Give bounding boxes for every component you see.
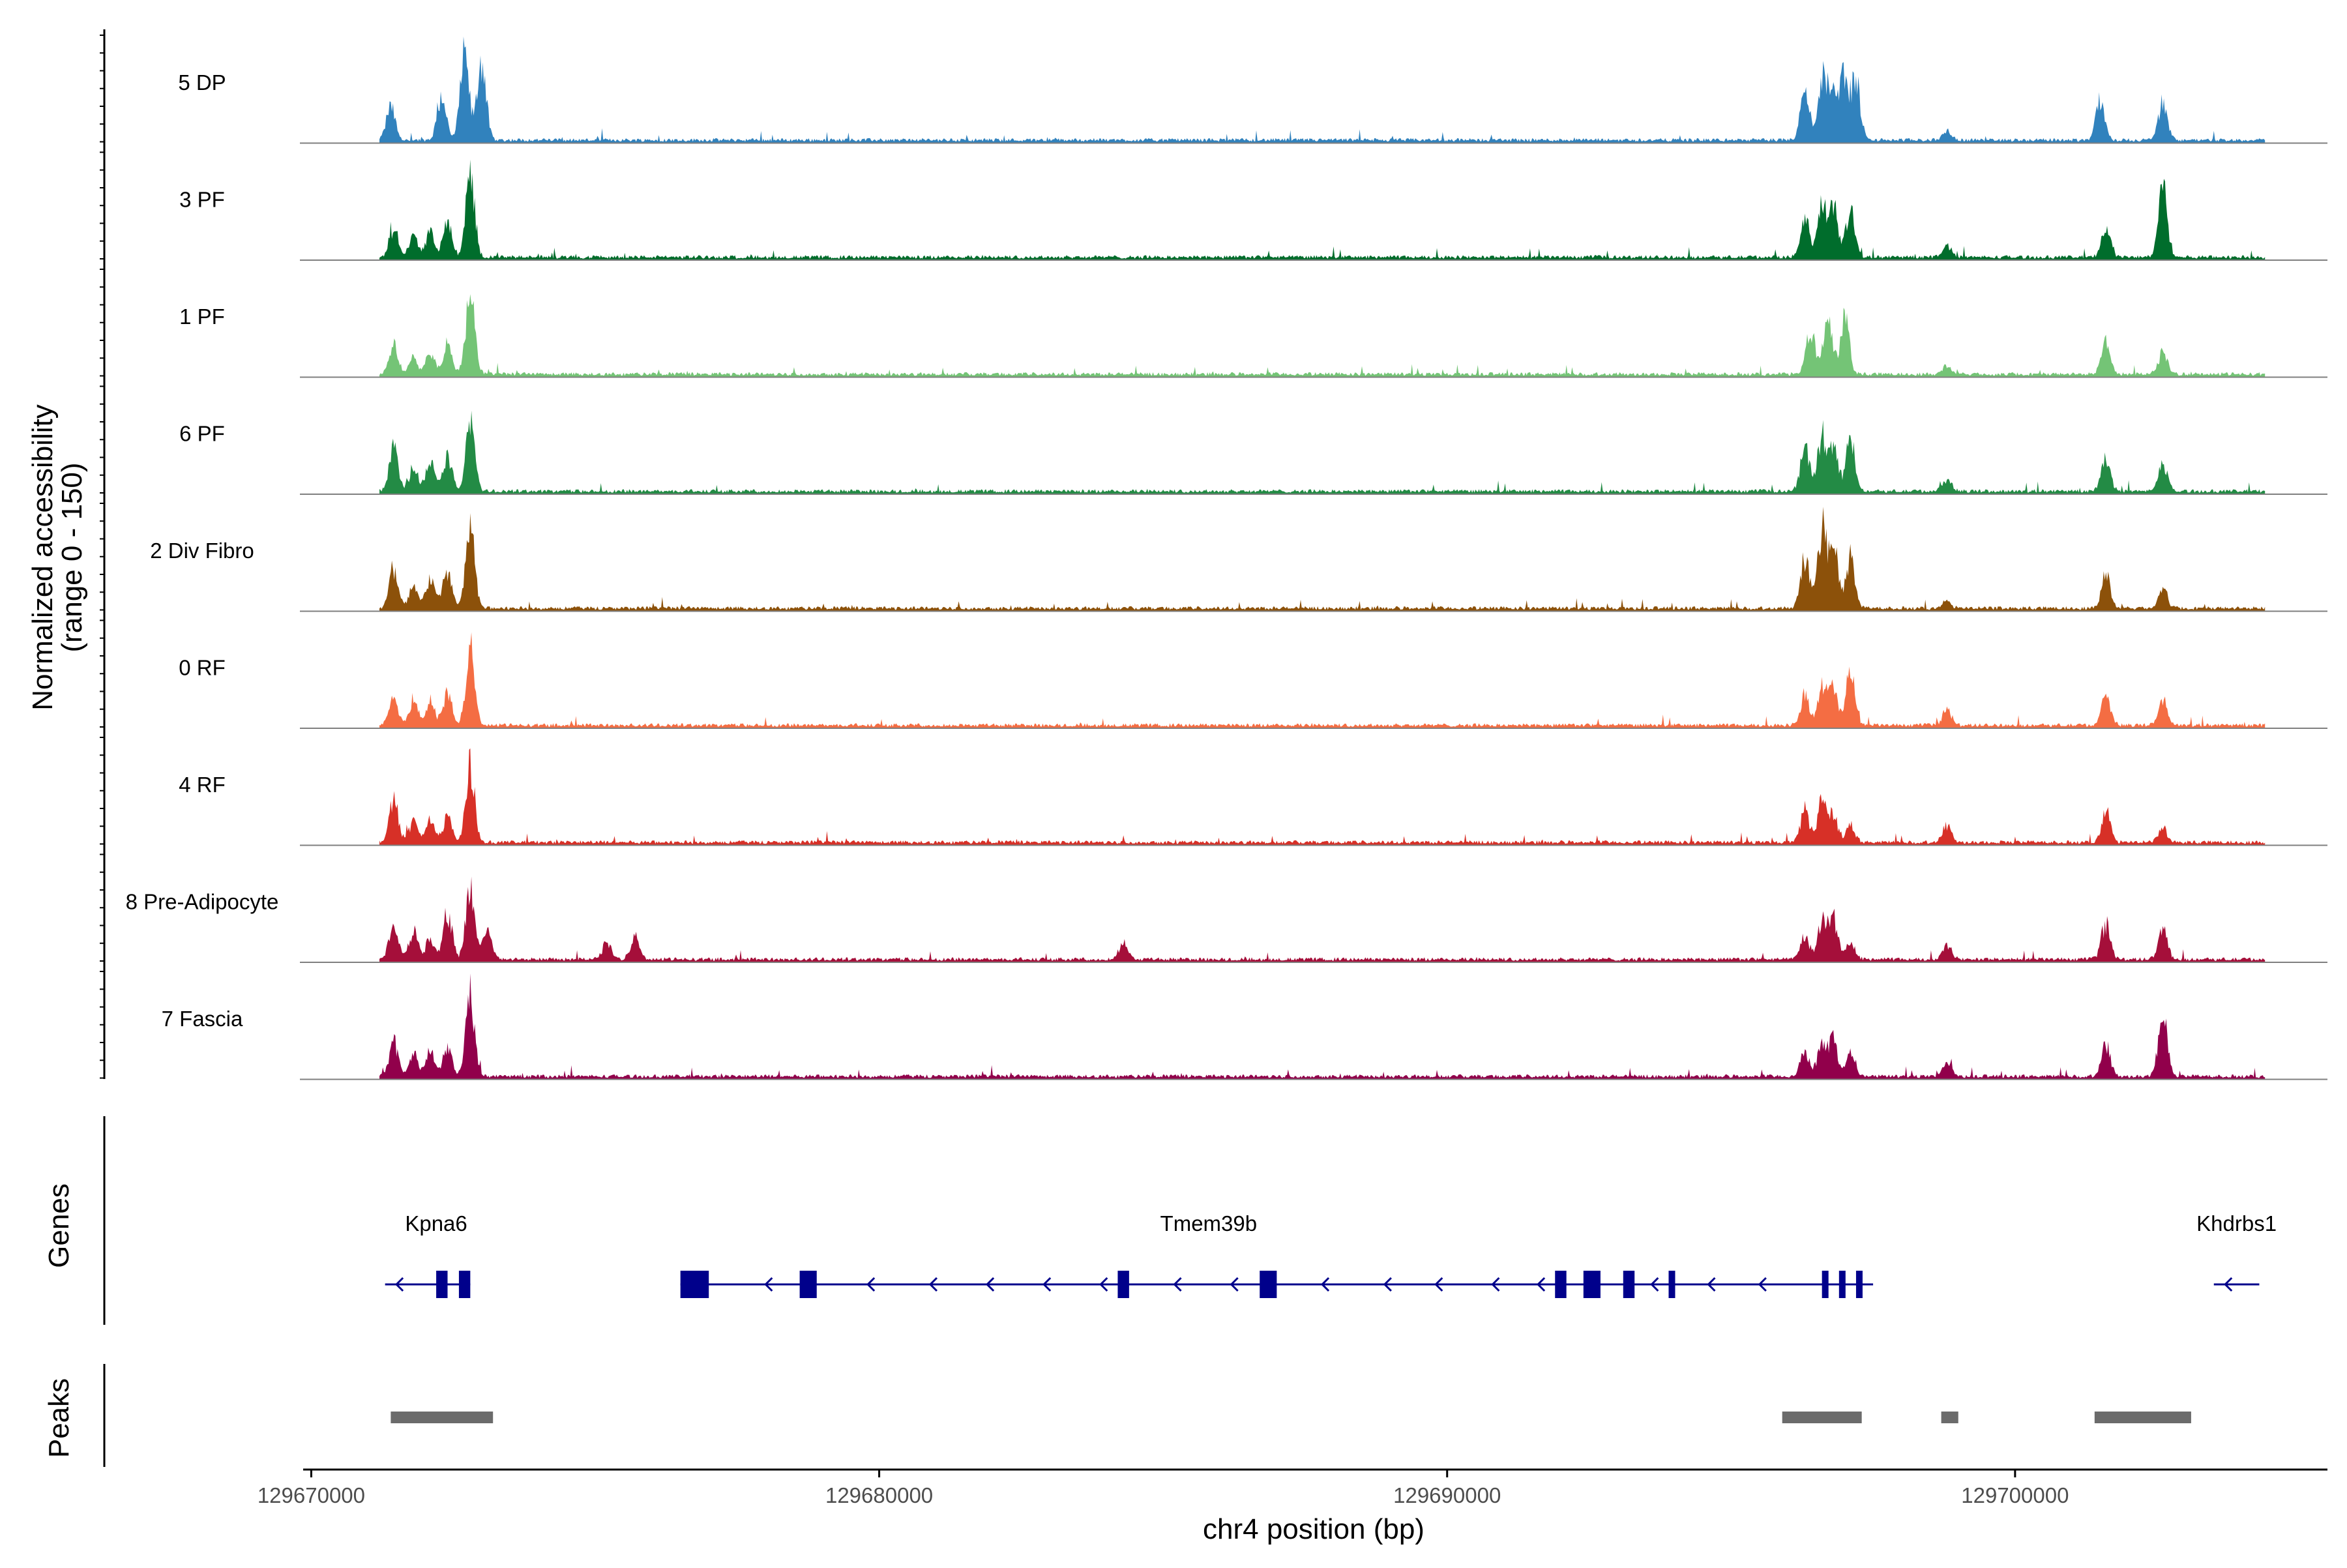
peaks-panel	[391, 1412, 2191, 1423]
gene-annotation-panel: Kpna6 Tmem39b Khdrbs1	[385, 1211, 2277, 1298]
coverage-area-track-2	[379, 294, 2266, 377]
exon-tmem39b	[799, 1271, 817, 1298]
coverage-area-track-4	[379, 507, 2266, 612]
coverage-area-track-5	[379, 632, 2266, 728]
gene-label-tmem39b: Tmem39b	[1160, 1211, 1258, 1235]
track-label-7: 8 Pre-Adipocyte	[126, 889, 279, 913]
strand-arrow-icon	[985, 1277, 995, 1292]
strand-arrow-icon	[1758, 1277, 1767, 1292]
exon-tmem39b	[1838, 1271, 1846, 1298]
genes-panel-label: Genes	[43, 1183, 75, 1268]
track-label-4: 2 Div Fibro	[150, 539, 254, 563]
y-axis-title: Normalized accessibility	[27, 404, 59, 710]
exon-tmem39b	[680, 1271, 709, 1298]
coverage-area-track-1	[379, 159, 2266, 260]
exon-tmem39b	[1260, 1271, 1277, 1298]
strand-arrow-icon	[1491, 1277, 1500, 1292]
strand-arrow-icon	[1042, 1277, 1052, 1292]
strand-arrow-icon	[866, 1277, 876, 1292]
coverage-area-track-6	[379, 748, 2266, 846]
exon-tmem39b	[1822, 1271, 1829, 1298]
exon-tmem39b	[1117, 1271, 1129, 1298]
gene-label-kpna6: Kpna6	[405, 1211, 467, 1235]
strand-arrow-icon	[1173, 1277, 1182, 1292]
track-label-3: 6 PF	[179, 421, 225, 445]
exon-tmem39b	[1555, 1271, 1567, 1298]
track-label-5: 0 RF	[179, 655, 226, 679]
exon-tmem39b	[1583, 1271, 1601, 1298]
exon-tmem39b	[1623, 1271, 1635, 1298]
strand-arrow-icon	[764, 1277, 773, 1292]
exon-kpna6	[436, 1271, 448, 1298]
strand-arrow-icon	[1099, 1277, 1108, 1292]
x-tick-label-1: 129680000	[825, 1483, 933, 1507]
coverage-tracks: 5 DP 3 PF 1 PF 6 PF 2 Div Fibro 0 RF 4 RF 8 Pre…	[126, 37, 2327, 1080]
x-axis-title: chr4 position (bp)	[1203, 1513, 1424, 1545]
x-axis: 129670000 129680000 129690000 129700000	[258, 1468, 2327, 1507]
strand-arrow-icon	[394, 1277, 404, 1292]
y-axis-subtitle: (range 0 - 150)	[56, 462, 88, 652]
exon-tmem39b	[1668, 1271, 1675, 1298]
peaks-panel-label: Peaks	[43, 1378, 75, 1458]
x-tick-label-0: 129670000	[258, 1483, 365, 1507]
peak-region-0	[391, 1412, 494, 1423]
exon-tmem39b	[1855, 1271, 1863, 1298]
coverage-area-track-8	[379, 973, 2266, 1080]
coverage-area-track-0	[379, 37, 2266, 143]
strand-arrow-icon	[1230, 1277, 1239, 1292]
exon-kpna6	[458, 1271, 471, 1298]
track-label-0: 5 DP	[178, 70, 226, 95]
coverage-area-track-7	[379, 876, 2266, 962]
x-tick-label-3: 129700000	[1961, 1483, 2069, 1507]
peak-region-2	[1941, 1412, 1958, 1423]
x-tick-label-2: 129690000	[1393, 1483, 1501, 1507]
gene-label-khdrbs1: Khdrbs1	[2196, 1211, 2277, 1235]
peak-region-1	[1782, 1412, 1862, 1423]
left-axis	[100, 29, 106, 1467]
track-label-6: 4 RF	[179, 773, 226, 797]
strand-arrow-icon	[1650, 1277, 1659, 1292]
coverage-area-track-3	[379, 410, 2266, 494]
strand-arrow-icon	[1536, 1277, 1546, 1292]
strand-arrow-icon	[928, 1277, 938, 1292]
peak-region-3	[2094, 1412, 2191, 1423]
track-label-1: 3 PF	[179, 187, 225, 211]
strand-arrow-icon	[1320, 1277, 1330, 1292]
track-label-2: 1 PF	[179, 304, 225, 329]
strand-arrow-icon	[1434, 1277, 1443, 1292]
track-label-8: 7 Fascia	[162, 1007, 243, 1031]
strand-arrow-icon	[2224, 1277, 2233, 1292]
strand-arrow-icon	[1383, 1277, 1392, 1292]
strand-arrow-icon	[1707, 1277, 1716, 1292]
